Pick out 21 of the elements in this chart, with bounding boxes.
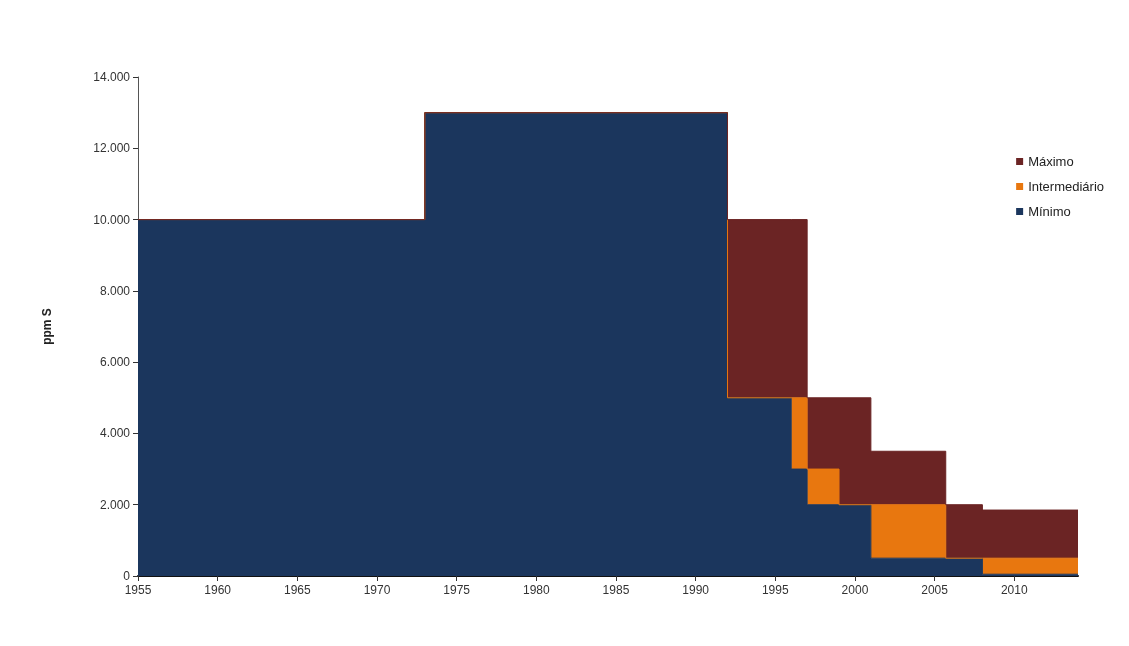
y-axis-title: ppm S <box>40 308 54 345</box>
x-tick-label: 1995 <box>761 583 789 597</box>
x-tick-label: 1960 <box>204 583 232 597</box>
x-tick-label: 1975 <box>443 583 471 597</box>
x-tick-label: 1990 <box>682 583 710 597</box>
y-tick-label: 12.000 <box>93 141 131 156</box>
y-tick-label: 8.000 <box>99 283 131 298</box>
y-tick-label: 6.000 <box>99 355 131 370</box>
x-tick-label: 2000 <box>841 583 869 597</box>
y-tick-label: 10.000 <box>93 212 131 227</box>
y-tick-label: 4.000 <box>99 426 131 441</box>
y-tick-label: 2.000 <box>99 497 131 512</box>
y-tick-label: 0 <box>123 569 131 583</box>
x-tick-label: 1985 <box>602 583 630 597</box>
x-tick-label: 1970 <box>363 583 391 597</box>
x-tick-label: 1980 <box>522 583 550 597</box>
x-tick-label: 2010 <box>1000 583 1028 597</box>
y-tick-label: 14.000 <box>93 70 131 84</box>
x-tick-label: 1955 <box>124 583 152 597</box>
x-tick-label: 1965 <box>283 583 311 597</box>
x-tick-label: 2005 <box>921 583 949 597</box>
